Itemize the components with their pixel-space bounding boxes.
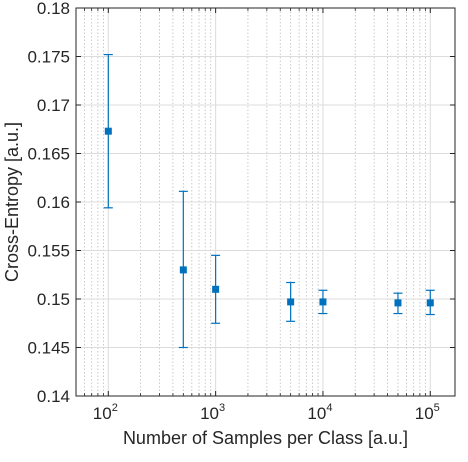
data-point-marker xyxy=(212,285,220,293)
y-tick-label: 0.165 xyxy=(27,145,70,164)
data-point-marker xyxy=(287,298,295,306)
x-tick-label: 104 xyxy=(307,402,332,423)
y-tick-label: 0.14 xyxy=(37,387,70,406)
x-tick-labels: 102 103 104 105 xyxy=(93,402,440,423)
x-tick-label: 105 xyxy=(415,402,440,423)
data-point-marker xyxy=(426,299,434,307)
data-series xyxy=(103,53,435,349)
y-tick-label: 0.175 xyxy=(27,48,70,67)
data-point-marker xyxy=(104,127,112,135)
y-tick-label: 0.17 xyxy=(37,96,70,115)
axis-ticks xyxy=(76,7,455,397)
x-tick-label: 103 xyxy=(200,402,225,423)
y-tick-label: 0.145 xyxy=(27,339,70,358)
x-axis-label: Number of Samples per Class [a.u.] xyxy=(123,428,408,448)
y-tick-label: 0.15 xyxy=(37,290,70,309)
y-tick-labels: 0.14 0.145 0.15 0.155 0.16 0.165 0.17 0.175 0.18 xyxy=(27,0,70,406)
data-point-marker xyxy=(394,299,402,307)
y-tick-label: 0.155 xyxy=(27,242,70,261)
y-tick-label: 0.18 xyxy=(37,0,70,18)
data-point-marker xyxy=(319,298,327,306)
y-tick-label: 0.16 xyxy=(37,193,70,212)
y-axis-label: Cross-Entropy [a.u.] xyxy=(2,122,22,282)
x-tick-label: 102 xyxy=(93,402,118,423)
data-point-marker xyxy=(179,266,187,274)
